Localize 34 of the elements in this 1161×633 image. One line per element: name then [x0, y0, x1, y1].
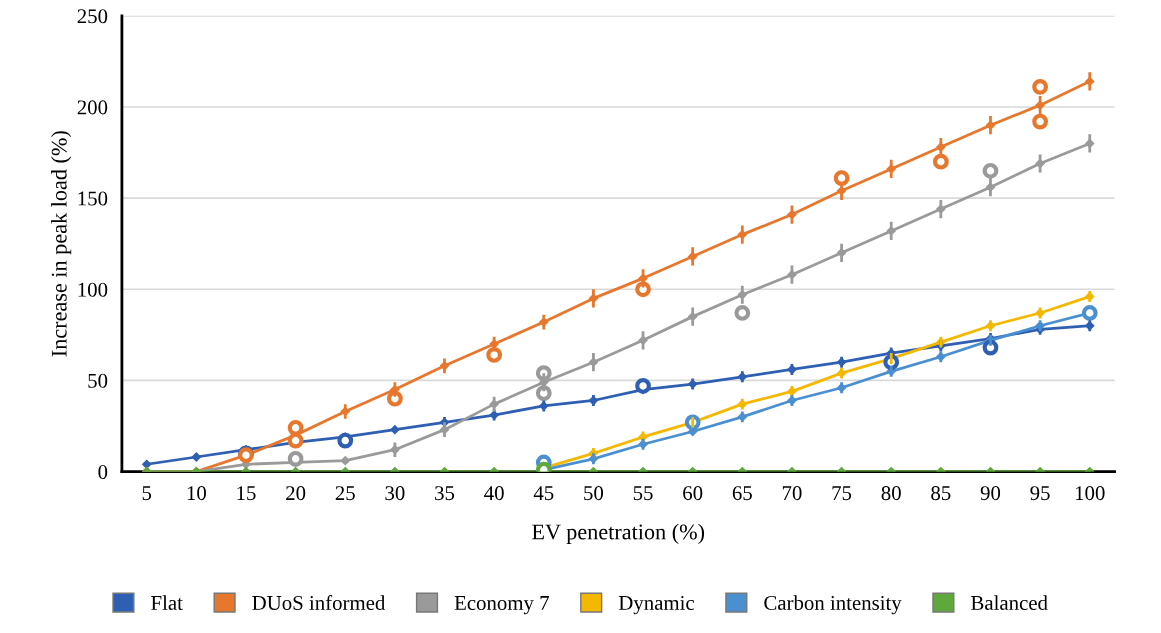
x-tick-label: 25 [335, 486, 355, 501]
legend-label: Carbon intensity [764, 595, 902, 615]
x-tick-label: 70 [782, 486, 802, 501]
legend-label: Balanced [971, 595, 1048, 610]
x-tick-label: 10 [187, 486, 206, 501]
legend-label: Dynamic [618, 595, 695, 615]
x-tick-label: 80 [881, 486, 901, 501]
x-tick-label: 5 [142, 486, 152, 501]
x-tick-label: 100 [1075, 486, 1105, 501]
x-tick-label: 95 [1030, 486, 1050, 501]
y-tick-label: 250 [77, 9, 108, 24]
x-axis-title: EV penetration (%) [532, 523, 705, 544]
x-tick-label: 50 [584, 486, 604, 501]
legend-label: Flat [151, 595, 183, 610]
x-tick-label: 35 [435, 486, 455, 501]
x-tick-label: 90 [980, 486, 1001, 501]
x-tick-label: 45 [533, 486, 554, 501]
x-tick-label: 85 [931, 486, 951, 501]
y-tick-label: 0 [98, 464, 108, 480]
x-tick-label: 40 [484, 486, 504, 501]
x-tick-label: 20 [286, 486, 306, 501]
y-tick-label: 100 [78, 282, 108, 297]
x-tick-label: 75 [832, 486, 852, 501]
legend-label: DUoS informed [252, 595, 386, 610]
x-tick-label: 60 [683, 486, 703, 501]
x-tick-label: 15 [237, 486, 256, 501]
y-tick-label: 50 [88, 373, 108, 388]
y-tick-label: 200 [77, 100, 108, 115]
y-tick-label: 150 [78, 191, 108, 206]
x-tick-label: 30 [385, 486, 405, 501]
y-axis-title: Increase in peak load (%) [51, 131, 72, 357]
legend-label: Economy 7 [454, 596, 549, 615]
x-tick-label: 55 [633, 486, 653, 501]
x-tick-label: 65 [732, 486, 752, 501]
